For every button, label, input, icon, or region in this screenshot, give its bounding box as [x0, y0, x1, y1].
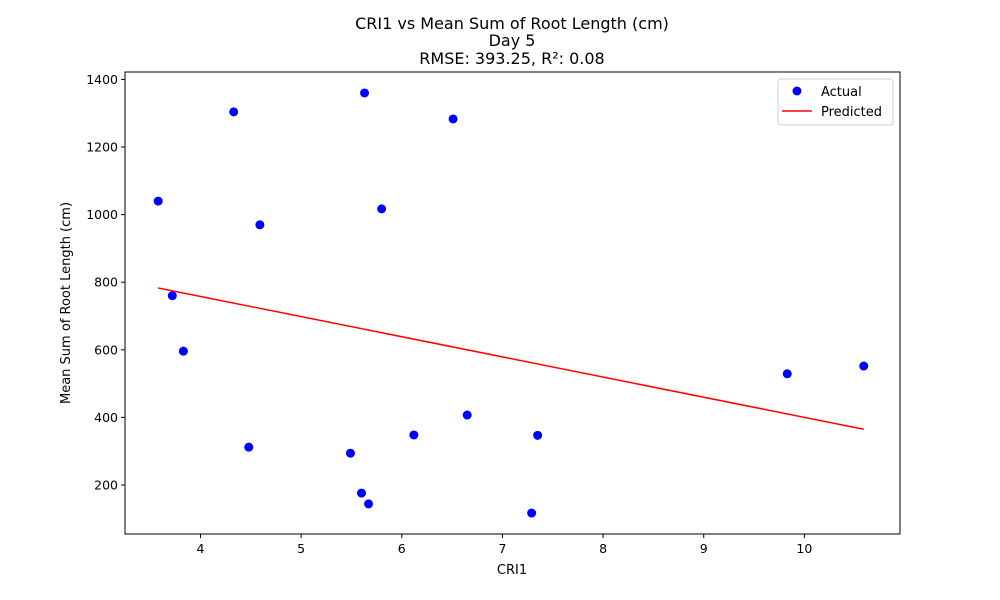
plot-area	[153, 88, 869, 518]
legend-actual-marker	[792, 86, 802, 96]
y-tick-label: 800	[94, 275, 118, 290]
actual-point	[364, 499, 374, 509]
actual-point	[409, 430, 419, 440]
y-tick-label: 1200	[86, 140, 118, 155]
legend-actual-label: Actual	[821, 85, 862, 100]
legend-box	[777, 78, 894, 126]
actual-point	[255, 220, 265, 230]
x-axis-label: CRI1	[497, 563, 527, 578]
plot-frame	[124, 71, 901, 535]
legend: Actual Predicted	[777, 78, 894, 126]
x-tick-label: 5	[297, 541, 305, 556]
y-axis: 200 400 600 800 1000 1200 1400	[86, 72, 125, 492]
x-tick-label: 6	[398, 541, 406, 556]
actual-point	[462, 410, 472, 420]
actual-point	[153, 196, 163, 206]
y-tick-label: 600	[94, 342, 118, 357]
chart-title-line-1: CRI1 vs Mean Sum of Root Length (cm)	[355, 14, 669, 33]
actual-point	[859, 361, 869, 371]
chart-title-line-2: Day 5	[489, 31, 536, 50]
actual-point	[448, 114, 458, 124]
actual-point	[527, 508, 537, 518]
legend-predicted-label: Predicted	[821, 105, 882, 120]
x-tick-label: 7	[498, 541, 506, 556]
actual-point	[357, 488, 367, 498]
x-tick-label: 8	[599, 541, 607, 556]
y-tick-label: 1000	[86, 207, 118, 222]
x-axis: 4 5 6 7 8 9 10	[197, 534, 812, 556]
y-axis-label: Mean Sum of Root Length (cm)	[59, 202, 74, 404]
x-tick-label: 4	[197, 541, 205, 556]
chart-title-line-3: RMSE: 393.25, R²: 0.08	[419, 49, 604, 68]
y-tick-label: 400	[94, 410, 118, 425]
y-tick-label: 200	[94, 477, 118, 492]
x-tick-label: 9	[700, 541, 708, 556]
predicted-line	[158, 287, 864, 430]
actual-point	[167, 291, 177, 301]
actual-point	[360, 88, 370, 98]
actual-point	[377, 204, 387, 214]
y-tick-label: 1400	[86, 72, 118, 87]
actual-point	[533, 430, 543, 440]
actual-point	[782, 369, 792, 379]
actual-point	[244, 442, 254, 452]
actual-point	[229, 107, 239, 117]
x-tick-label: 10	[796, 541, 812, 556]
actual-point	[345, 448, 355, 458]
actual-point	[178, 346, 188, 356]
